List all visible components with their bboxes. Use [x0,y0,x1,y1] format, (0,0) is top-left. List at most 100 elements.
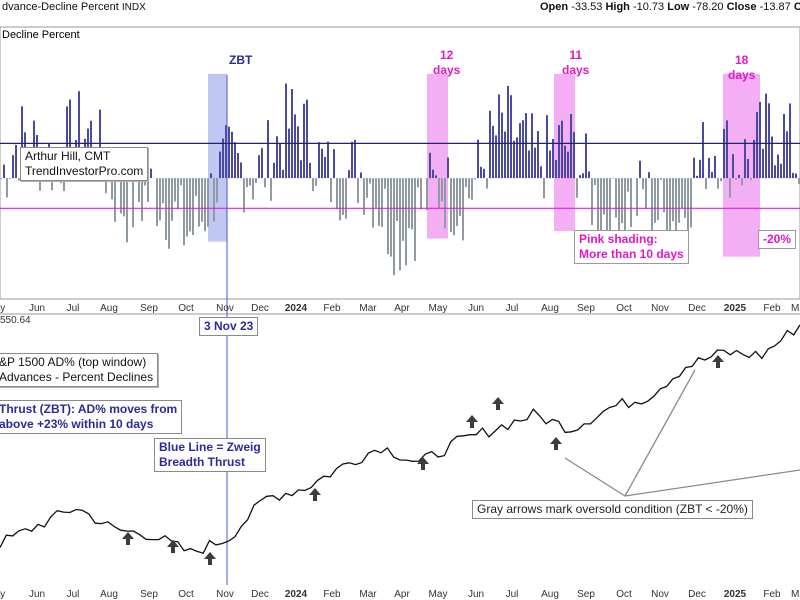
positive-bar [354,139,356,179]
top-panel-label: Decline Percent [2,29,80,41]
negative-bar [438,178,440,209]
negative-bar [471,178,473,200]
negative-bar [456,178,458,227]
top-axis-tick-label: ay [0,303,5,314]
top-axis-tick-label: Feb [323,303,341,314]
negative-bar [144,178,146,186]
positive-bar [360,172,362,179]
top-axis-tick-label: Oct [178,303,194,314]
negative-bar [39,178,41,191]
positive-bar [534,147,536,179]
positive-bar [303,103,305,179]
open-value: -33.53 [571,1,603,13]
negative-bar [741,178,743,186]
negative-bar [486,178,488,189]
negative-bar [366,178,368,198]
positive-bar [240,162,242,179]
negative-bar [441,178,443,202]
positive-bar [774,165,776,179]
positive-bar [498,94,500,179]
positive-bar [234,142,236,179]
top-axis-tick-label: Oct [616,303,632,314]
positive-bar [558,125,560,179]
days-11-num: 11 [569,48,583,62]
desc-line1: &P 1500 AD% (top window) [0,355,147,369]
negative-bar [174,178,176,202]
negative-bar [375,178,377,208]
days-12-word: days [433,63,461,77]
bottom-axis-tick-label: Mar [359,589,377,600]
negative-bar [342,178,344,215]
negative-bar [105,178,107,194]
zbt-label: ZBT [229,53,253,67]
negative-bar [453,178,455,236]
positive-bar [546,115,548,179]
negative-bar [243,178,245,213]
blue-line-line2: Breadth Thrust [159,455,246,469]
oversold-arrow-icon [122,532,134,545]
negative-bar [156,178,158,227]
negative-bar [630,178,632,227]
top-axis-tick-label: Feb [763,303,781,314]
negative-bar [654,178,656,223]
negative-bar [408,178,410,229]
positive-bar [504,131,506,179]
negative-bar [612,178,614,179]
positive-bar [708,157,710,179]
oversold-arrow-icon [550,437,562,450]
days-18-word: days [728,68,756,82]
negative-bar [651,178,653,235]
negative-bar [591,178,593,226]
negative-bar [717,178,719,189]
positive-bar [759,101,761,179]
high-label: High [605,1,630,13]
bottom-axis-tick-label: Dec [688,589,706,600]
positive-bar [219,151,221,179]
close-label: Close [726,1,757,13]
negative-bar [186,178,188,237]
top-axis-tick-label: Aug [100,303,118,314]
gray-arrow-note: Gray arrows mark oversold condition (ZBT… [472,500,753,519]
negative-bar [381,178,383,227]
days-11-label: 11 days [562,48,589,78]
negative-bar [798,178,800,184]
positive-bar [285,83,287,179]
positive-bar [327,141,329,179]
negative-bar [159,178,161,221]
positive-bar [771,136,773,179]
negative-bar [543,178,545,199]
positive-bar [480,166,482,179]
positive-bar [309,162,311,179]
ohlc-readout: Open -33.53 High -10.73 Low -78.20 Close… [540,0,800,14]
description-box: &P 1500 AD% (top window) Advances - Perc… [0,353,159,387]
top-panel-frame [0,26,800,300]
positive-bar [282,169,284,179]
negative-bar [621,178,623,224]
positive-bar [69,99,71,179]
title-suffix: INDX [121,2,146,13]
negative-bar [183,178,185,246]
zbt-def-line1: Thrust (ZBT): AD% moves from [0,402,178,416]
negative-bar [576,178,578,198]
negative-bar [198,178,200,227]
positive-bar [588,171,590,179]
negative-bar [399,178,401,271]
zbt-shading-band [208,73,227,242]
top-axis-tick-label: Nov [651,303,669,314]
positive-bar [267,120,269,179]
negative-bar [132,178,134,228]
negative-bar [645,178,647,210]
positive-bar [786,131,788,179]
negative-bar [729,178,731,198]
days-11-word: days [562,63,590,77]
positive-bar [489,110,491,179]
oversold-arrow-icon [466,415,478,428]
pink-shading-note: Pink shading: More than 10 days [574,230,689,264]
negative-bar [141,178,143,221]
minus20-label: -20% [758,230,797,249]
days-18-label: 18 days [728,53,755,83]
positive-bar [762,148,764,179]
negative-bar [750,178,752,180]
negative-bar [657,178,659,220]
days-18-num: 18 [735,53,749,67]
